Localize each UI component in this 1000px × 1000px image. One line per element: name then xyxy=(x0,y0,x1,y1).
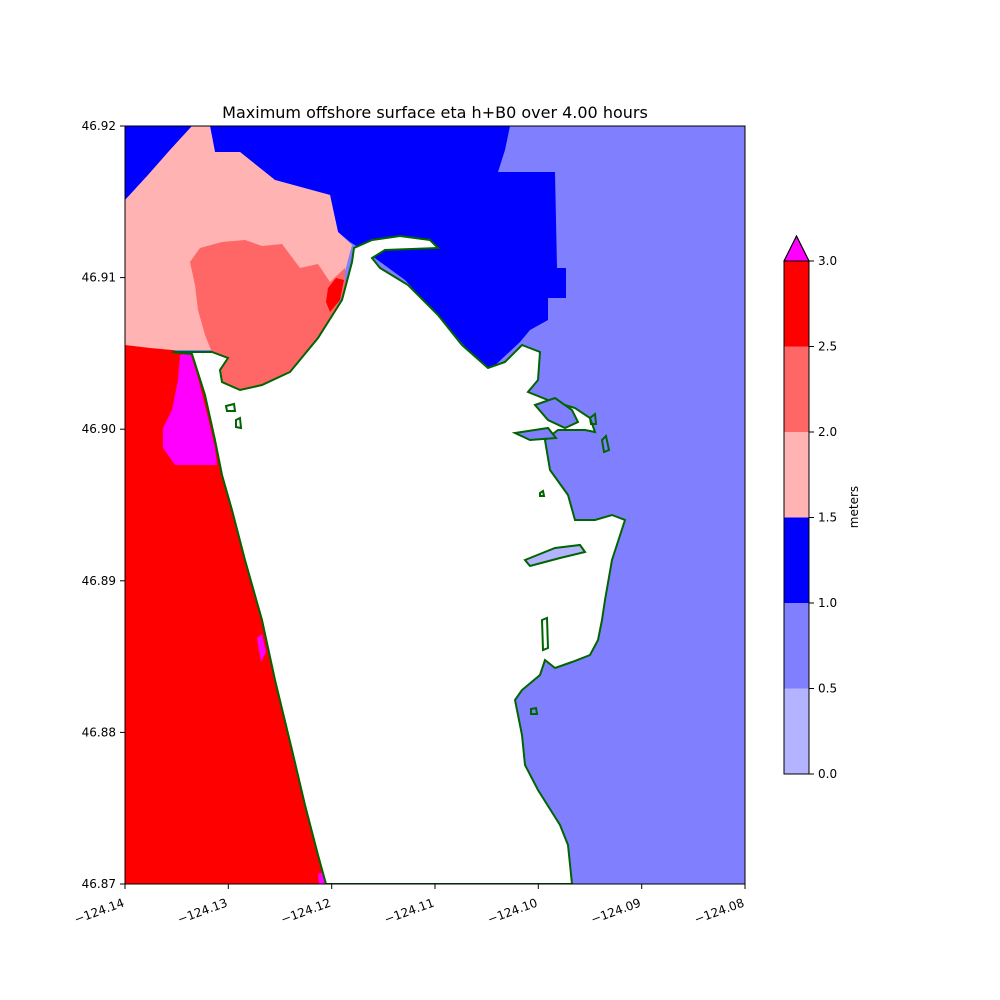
x-tick-label: −124.12 xyxy=(279,896,333,927)
x-tick-label: −124.13 xyxy=(176,896,230,927)
inner-water-patch-b xyxy=(511,426,558,442)
y-tick-label: 46.90 xyxy=(82,422,116,436)
colorbar-tick-label: 2.0 xyxy=(818,425,837,439)
colorbar-tick-label: 0.0 xyxy=(818,767,837,781)
map-area xyxy=(125,126,745,884)
y-tick-label: 46.92 xyxy=(82,119,116,133)
colorbar-tick-label: 3.0 xyxy=(818,254,837,268)
coast-red-region xyxy=(125,345,326,884)
inner-water-patch-a xyxy=(533,396,580,430)
colorbar: 0.0 0.5 1.0 1.5 2.0 2.5 3.0 meters xyxy=(783,234,861,781)
colorbar-segment xyxy=(784,432,809,518)
y-tick-label: 46.91 xyxy=(82,271,116,285)
colorbar-segment xyxy=(784,517,809,603)
magenta-patch-lower xyxy=(257,634,266,662)
bay-mouth-north-region xyxy=(125,126,566,370)
colorbar-tick-label: 1.0 xyxy=(818,596,837,610)
islet-a xyxy=(600,433,611,454)
x-tick-label: −124.09 xyxy=(589,896,643,927)
x-tick-label: −124.10 xyxy=(486,896,540,927)
x-axis: −124.14 −124.13 −124.12 −124.11 −124.10 … xyxy=(72,884,746,927)
colorbar-tick-label: 2.5 xyxy=(818,340,837,354)
colorbar-extend-arrow xyxy=(783,234,810,262)
colorbar-segment xyxy=(784,346,809,432)
y-axis: 46.87 46.88 46.89 46.90 46.91 46.92 xyxy=(82,119,125,891)
islet-e xyxy=(588,412,598,425)
islet-c xyxy=(540,616,550,652)
x-tick-label: −124.08 xyxy=(692,896,746,927)
colorbar-outline xyxy=(783,234,810,775)
island-small-a xyxy=(224,402,237,412)
chart-title: Maximum offshore surface eta h+B0 over 4… xyxy=(222,103,648,122)
colorbar-segment xyxy=(784,688,809,774)
colorbar-segment xyxy=(784,603,809,689)
colorbar-segment xyxy=(784,261,809,347)
magenta-patch-upper xyxy=(163,352,217,465)
colorbar-label: meters xyxy=(847,486,861,528)
y-tick-label: 46.88 xyxy=(82,725,116,739)
x-tick-label: −124.11 xyxy=(382,896,436,927)
islet-d xyxy=(530,706,539,715)
y-tick-label: 46.89 xyxy=(82,574,116,588)
colorbar-tick-label: 0.5 xyxy=(818,682,837,696)
y-tick-label: 46.87 xyxy=(82,877,116,891)
land-mass xyxy=(171,234,627,884)
red-patch-north xyxy=(326,278,344,312)
island-small-b xyxy=(235,416,243,430)
islet-b xyxy=(539,489,546,497)
inner-water-patch-c xyxy=(523,543,587,568)
x-tick-label: −124.14 xyxy=(72,896,126,927)
colorbar-tick-label: 1.5 xyxy=(818,511,837,525)
